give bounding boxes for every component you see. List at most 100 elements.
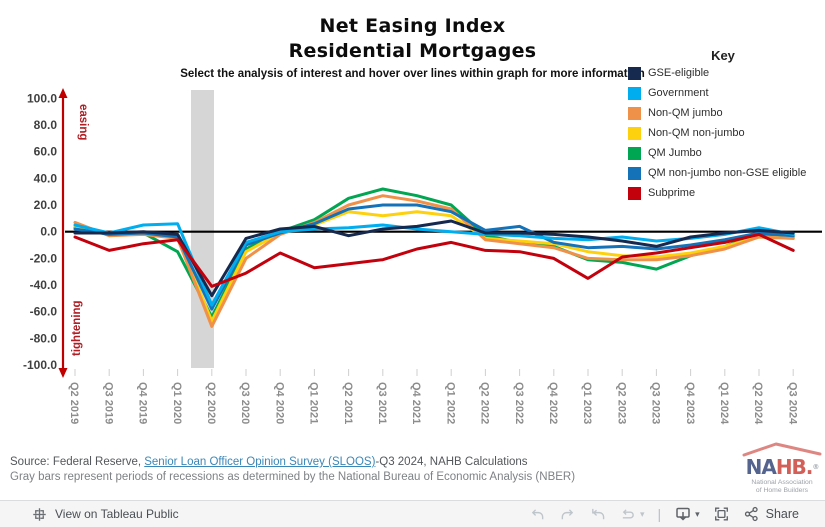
legend-swatch-icon bbox=[628, 146, 641, 160]
undo-button[interactable] bbox=[529, 507, 546, 522]
legend-item-qm-non-jumbo-non-gse-eligible[interactable]: QM non-jumbo non-GSE eligible bbox=[628, 163, 825, 183]
revert-icon bbox=[592, 508, 605, 519]
refresh-button[interactable]: ▾ bbox=[619, 507, 645, 522]
legend-item-qm-jumbo[interactable]: QM Jumbo bbox=[628, 143, 825, 163]
nahb-wordmark: NAHB.® bbox=[745, 455, 820, 479]
x-axis-tick-label: Q4 2023 bbox=[684, 382, 696, 424]
x-axis-tick-label: Q2 2024 bbox=[752, 382, 764, 425]
x-axis-tick-label: Q1 2024 bbox=[718, 382, 730, 425]
nahb-roof-icon bbox=[742, 442, 822, 457]
x-axis-tick-label: Q3 2022 bbox=[513, 382, 525, 424]
legend-item-gse-eligible[interactable]: GSE-eligible bbox=[628, 63, 825, 83]
share-button[interactable]: Share bbox=[743, 506, 799, 522]
legend-title: Key bbox=[711, 48, 735, 63]
series-line-subprime[interactable] bbox=[73, 232, 795, 288]
legend-item-label: Subprime bbox=[648, 187, 696, 199]
chart-title-line1: Net Easing Index bbox=[319, 15, 506, 37]
chart-title-line2: Residential Mortgages bbox=[288, 40, 537, 62]
redo-button[interactable] bbox=[559, 507, 576, 522]
y-axis-tick-label: 100.0 bbox=[27, 91, 57, 105]
x-axis-tick-label: Q3 2021 bbox=[376, 382, 388, 424]
source-line: Source: Federal Reserve, Senior Loan Off… bbox=[10, 455, 575, 470]
net-easing-index-chart[interactable]: 100.0 80.0 60.0 40.0 20.0 0.0 -20.0 -40.0 -60.0 -… bbox=[0, 0, 825, 500]
legend-item-government[interactable]: Government bbox=[628, 83, 825, 103]
y-axis-tick-label: -60.0 bbox=[30, 305, 58, 319]
revert-button[interactable] bbox=[589, 507, 606, 522]
fullscreen-button[interactable] bbox=[713, 506, 730, 522]
tableau-logo-icon bbox=[33, 507, 46, 521]
legend-swatch-icon bbox=[628, 86, 641, 100]
x-axis-tick-label: Q3 2019 bbox=[102, 382, 114, 424]
legend-item-label: QM non-jumbo non-GSE eligible bbox=[648, 167, 807, 179]
legend-item-non-qm-jumbo[interactable]: Non-QM jumbo bbox=[628, 103, 825, 123]
x-axis-tick-label: Q2 2021 bbox=[342, 382, 354, 424]
undo-icon bbox=[531, 508, 544, 519]
sloos-link[interactable]: Senior Loan Officer Opinion Survey (SLOO… bbox=[144, 456, 376, 468]
x-axis-tick-label: Q1 2022 bbox=[444, 382, 456, 424]
download-icon bbox=[676, 507, 690, 521]
nahb-logo: NAHB.® National Association of Home Buil… bbox=[740, 441, 824, 499]
legend-item-label: GSE-eligible bbox=[648, 67, 710, 79]
arrow-up-icon bbox=[58, 88, 68, 98]
legend-item-subprime[interactable]: Subprime bbox=[628, 183, 825, 203]
easing-label: easing bbox=[77, 104, 89, 140]
series-line-non-qm-non-jumbo[interactable] bbox=[73, 210, 795, 323]
y-axis-tick-label: -20.0 bbox=[30, 251, 58, 265]
source-suffix: -Q3 2024, NAHB Calculations bbox=[375, 456, 528, 468]
y-axis-tick-label: -100.0 bbox=[23, 358, 57, 372]
legend-item-label: Non-QM non-jumbo bbox=[648, 127, 745, 139]
view-on-tableau[interactable]: View on Tableau Public bbox=[32, 507, 179, 522]
y-axis-tick-label: 60.0 bbox=[34, 145, 58, 159]
x-axis-tick-label: Q4 2019 bbox=[137, 382, 149, 424]
view-on-tableau-label: View on Tableau Public bbox=[55, 507, 179, 521]
x-axis-tick-label: Q4 2020 bbox=[273, 382, 285, 424]
series-line-qm-non-jumbo-non-gse-eligible[interactable] bbox=[73, 203, 795, 311]
y-axis-tick-label: 20.0 bbox=[34, 198, 58, 212]
legend: Key GSE-eligible Government Non-QM jumbo No… bbox=[628, 48, 825, 203]
legend-item-label: Government bbox=[648, 87, 709, 99]
series-line-non-qm-jumbo[interactable] bbox=[73, 194, 795, 328]
tableau-toolbar: View on Tableau Public bbox=[0, 500, 825, 527]
source-prefix: Source: Federal Reserve, bbox=[10, 456, 145, 468]
y-axis-tick-label: -80.0 bbox=[30, 331, 58, 345]
legend-item-label: QM Jumbo bbox=[648, 147, 702, 159]
x-axis-tick-label: Q3 2024 bbox=[786, 382, 798, 425]
x-axis-tick-label: Q2 2019 bbox=[68, 382, 80, 424]
x-axis-tick-label: Q2 2020 bbox=[205, 382, 217, 424]
tightening-label: tightening bbox=[71, 300, 83, 356]
x-axis-tick-label: Q2 2023 bbox=[615, 382, 627, 424]
x-axis-tick-label: Q1 2023 bbox=[581, 382, 593, 424]
nahb-subtext: National Association of Home Builders bbox=[751, 479, 813, 494]
y-axis-tick-label: 0.0 bbox=[40, 225, 57, 239]
legend-swatch-icon bbox=[628, 166, 641, 180]
source-block: Source: Federal Reserve, Senior Loan Off… bbox=[10, 455, 575, 485]
legend-swatch-icon bbox=[628, 106, 641, 120]
legend-swatch-icon bbox=[628, 186, 641, 200]
legend-swatch-icon bbox=[628, 126, 641, 140]
share-icon bbox=[744, 506, 758, 522]
share-label: Share bbox=[765, 507, 799, 521]
x-axis-tick-label: Q2 2022 bbox=[479, 382, 491, 424]
toolbar-actions: ▾ | ▾ bbox=[529, 506, 799, 522]
legend-item-non-qm-non-jumbo[interactable]: Non-QM non-jumbo bbox=[628, 123, 825, 143]
legend-item-label: Non-QM jumbo bbox=[648, 107, 723, 119]
arrow-down-icon bbox=[58, 368, 68, 378]
y-axis-tick-label: 40.0 bbox=[34, 171, 58, 185]
x-axis-tick-label: Q4 2021 bbox=[410, 382, 422, 424]
title-block: Net Easing Index Residential Mortgages S… bbox=[0, 14, 825, 80]
x-axis-tick-label: Q1 2020 bbox=[171, 382, 183, 424]
x-axis-tick-label: Q1 2021 bbox=[308, 382, 320, 424]
download-button[interactable]: ▾ bbox=[674, 506, 700, 522]
fullscreen-icon bbox=[714, 507, 728, 521]
legend-swatch-icon bbox=[628, 66, 641, 80]
refresh-caret-icon: ▾ bbox=[639, 508, 645, 519]
legend-items: GSE-eligible Government Non-QM jumbo Non-QM… bbox=[628, 63, 825, 203]
refresh-icon bbox=[622, 508, 634, 518]
redo-icon bbox=[561, 508, 574, 519]
toolbar-separator: | bbox=[657, 506, 662, 522]
x-axis-tick-label: Q3 2020 bbox=[239, 382, 251, 424]
y-axis-tick-label: 80.0 bbox=[34, 118, 58, 132]
recession-note: Gray bars represent periods of recession… bbox=[10, 471, 576, 483]
x-axis-tick-label: Q4 2022 bbox=[547, 382, 559, 424]
